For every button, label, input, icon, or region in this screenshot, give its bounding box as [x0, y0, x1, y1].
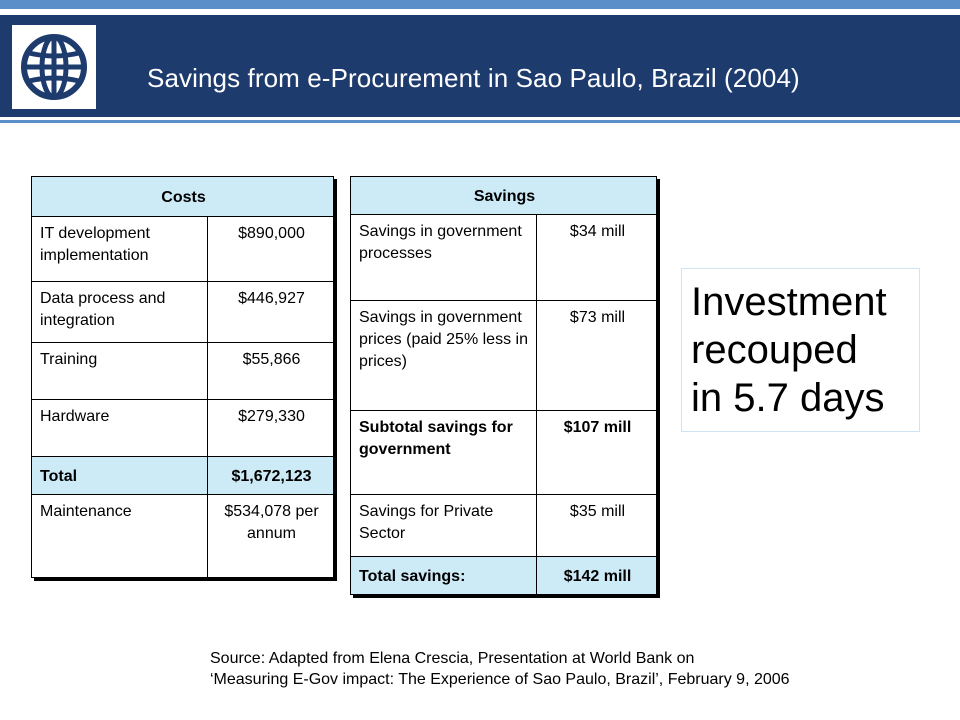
- top-accent-stripe: [0, 0, 960, 9]
- header-divider: [0, 120, 960, 123]
- savings-label: Savings in government prices (paid 25% l…: [350, 300, 537, 411]
- savings-label: Subtotal savings for government: [350, 410, 537, 495]
- source-citation: Source: Adapted from Elena Crescia, Pres…: [210, 648, 790, 690]
- world-bank-logo: [12, 25, 96, 109]
- cost-value: $446,927: [207, 281, 334, 343]
- cost-value: $55,866: [207, 342, 334, 400]
- savings-value: $35 mill: [536, 494, 657, 557]
- savings-label: Savings for Private Sector: [350, 494, 537, 557]
- savings-value: $107 mill: [536, 410, 657, 495]
- cost-label: Hardware: [31, 399, 208, 457]
- savings-label: Savings in government processes: [350, 214, 537, 301]
- table-row: Maintenance $534,078 per annum: [31, 494, 334, 578]
- source-line: Source: Adapted from Elena Crescia, Pres…: [210, 650, 695, 667]
- callout-line: in 5.7 days: [691, 376, 885, 420]
- table-row: Data process and integration $446,927: [31, 281, 334, 343]
- cost-value: $279,330: [207, 399, 334, 457]
- cost-label: Data process and integration: [31, 281, 208, 343]
- table-row: IT development implementation $890,000: [31, 216, 334, 282]
- table-row-total: Total savings: $142 mill: [350, 556, 657, 595]
- cost-label: Total: [31, 456, 208, 495]
- savings-value: $34 mill: [536, 214, 657, 301]
- callout-line: Investment: [691, 280, 887, 324]
- savings-value: $142 mill: [536, 556, 657, 595]
- slide-header: Savings from e-Procurement in Sao Paulo,…: [0, 15, 960, 123]
- savings-table: Savings Savings in government processes …: [350, 176, 657, 595]
- table-row-total: Total $1,672,123: [31, 456, 334, 495]
- table-row: Hardware $279,330: [31, 399, 334, 457]
- page-title: Savings from e-Procurement in Sao Paulo,…: [147, 63, 800, 93]
- globe-icon: [21, 34, 87, 100]
- callout-text: Investment recouped in 5.7 days: [691, 278, 887, 422]
- callout-line: recouped: [691, 328, 858, 372]
- source-line: ‘Measuring E-Gov impact: The Experience …: [210, 671, 790, 688]
- cost-label: Training: [31, 342, 208, 400]
- cost-value: $890,000: [207, 216, 334, 282]
- table-row: Savings in government prices (paid 25% l…: [350, 300, 657, 411]
- savings-label: Total savings:: [350, 556, 537, 595]
- cost-label: IT development implementation: [31, 216, 208, 282]
- savings-table-header: Savings: [350, 176, 657, 215]
- table-row: Training $55,866: [31, 342, 334, 400]
- table-row: Savings for Private Sector $35 mill: [350, 494, 657, 557]
- cost-value: $1,672,123: [207, 456, 334, 495]
- costs-table: Costs IT development implementation $890…: [31, 176, 334, 578]
- table-row: Subtotal savings for government $107 mil…: [350, 410, 657, 495]
- cost-label: Maintenance: [31, 494, 208, 578]
- savings-value: $73 mill: [536, 300, 657, 411]
- costs-table-header: Costs: [31, 176, 334, 217]
- investment-callout: Investment recouped in 5.7 days: [681, 268, 920, 432]
- table-row: Savings in government processes $34 mill: [350, 214, 657, 301]
- cost-value: $534,078 per annum: [207, 494, 334, 578]
